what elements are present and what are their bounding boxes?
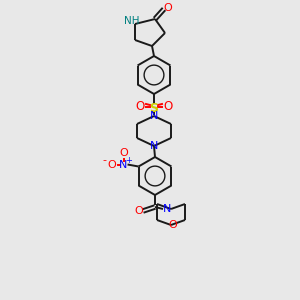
Text: O: O [119, 148, 128, 158]
Text: O: O [135, 206, 143, 216]
Text: O: O [135, 100, 145, 112]
Text: N: N [163, 204, 171, 214]
Text: NH: NH [124, 16, 140, 26]
Text: N: N [119, 160, 128, 170]
Text: +: + [125, 156, 132, 165]
Text: N: N [150, 111, 158, 121]
Text: O: O [107, 160, 116, 170]
Text: O: O [164, 100, 172, 112]
Text: S: S [149, 101, 158, 115]
Text: -: - [103, 155, 106, 166]
Text: N: N [150, 141, 158, 151]
Text: O: O [169, 220, 177, 230]
Text: O: O [164, 3, 172, 13]
